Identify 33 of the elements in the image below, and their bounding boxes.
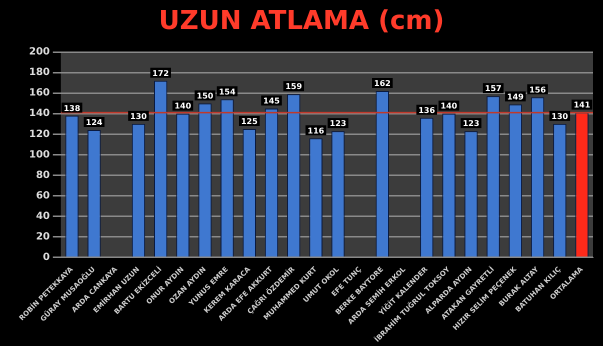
data-label: 149 bbox=[507, 92, 524, 102]
data-label: 124 bbox=[86, 118, 103, 128]
y-tick-label: 60 bbox=[36, 190, 50, 202]
data-label: 123 bbox=[462, 119, 480, 128]
y-tick-label: 120 bbox=[29, 128, 50, 140]
y-tick-label: 140 bbox=[29, 108, 50, 120]
data-label: 154 bbox=[218, 87, 236, 96]
chart-title: UZUN ATLAMA (cm) bbox=[158, 6, 446, 36]
data-label: 130 bbox=[130, 112, 148, 121]
y-tick-label: 200 bbox=[29, 46, 50, 58]
data-label: 136 bbox=[418, 106, 436, 115]
data-label: 156 bbox=[529, 85, 546, 94]
y-tick-label: 80 bbox=[36, 170, 50, 181]
data-label: 141 bbox=[574, 100, 591, 110]
y-tick-label: 180 bbox=[29, 67, 50, 78]
data-label: 162 bbox=[374, 79, 391, 88]
data-label: 140 bbox=[440, 102, 458, 111]
data-label: 130 bbox=[551, 112, 569, 121]
data-label: 159 bbox=[285, 82, 302, 92]
data-label: 123 bbox=[330, 119, 346, 128]
y-tick-label: 100 bbox=[29, 149, 50, 160]
data-label: 140 bbox=[174, 102, 192, 111]
data-label: 116 bbox=[308, 126, 325, 136]
data-label: 157 bbox=[484, 84, 502, 94]
data-label: 172 bbox=[152, 68, 169, 78]
data-label: 150 bbox=[196, 91, 214, 100]
y-tick-label: 20 bbox=[36, 231, 50, 242]
y-tick-label: 40 bbox=[36, 210, 50, 222]
data-label: 145 bbox=[263, 96, 280, 106]
y-tick-label: 160 bbox=[29, 88, 50, 99]
data-label: 138 bbox=[64, 104, 81, 113]
y-tick-label: 0 bbox=[42, 252, 50, 263]
data-label: 125 bbox=[240, 117, 258, 126]
